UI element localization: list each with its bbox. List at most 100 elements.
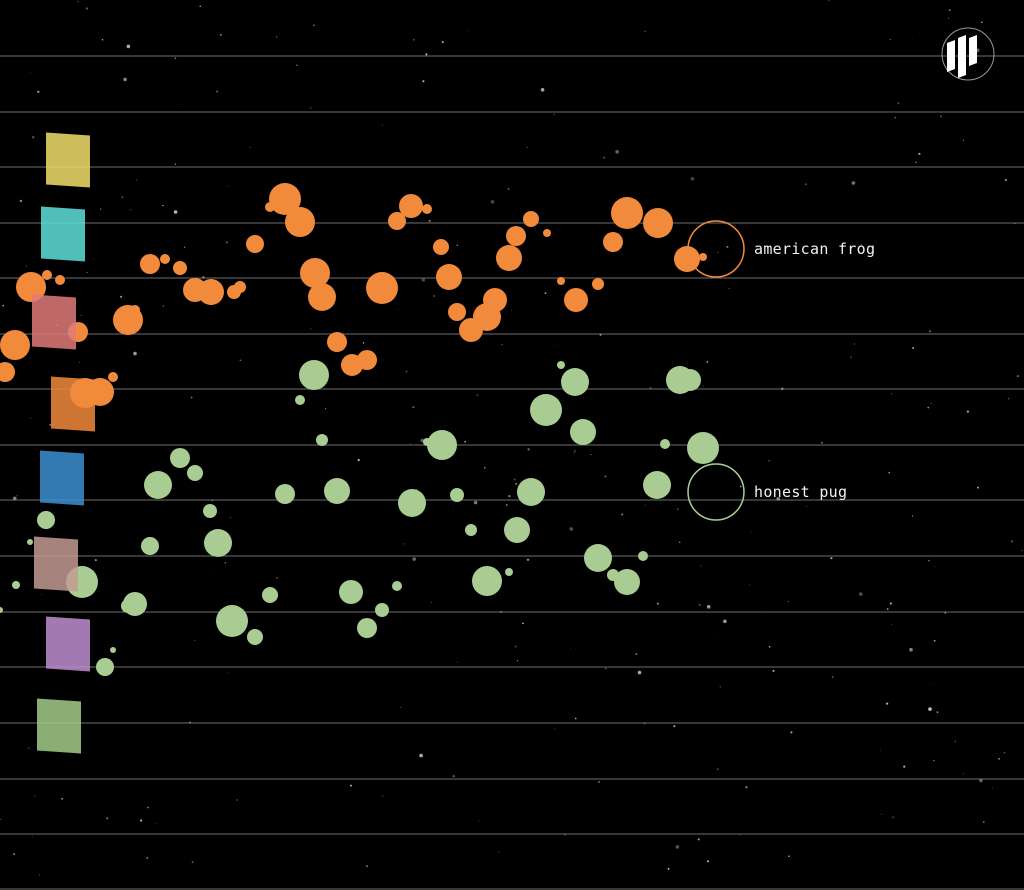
point-american-frog[interactable]: [483, 288, 507, 312]
point-american-frog[interactable]: [269, 183, 301, 215]
point-american-frog[interactable]: [388, 212, 406, 230]
point-american-frog[interactable]: [699, 253, 707, 261]
ring-honest-pug[interactable]: [687, 463, 745, 521]
point-honest-pug[interactable]: [530, 394, 562, 426]
point-honest-pug[interactable]: [517, 478, 545, 506]
point-honest-pug[interactable]: [316, 434, 328, 446]
point-honest-pug[interactable]: [423, 438, 431, 446]
point-american-frog[interactable]: [448, 303, 466, 321]
point-honest-pug[interactable]: [141, 537, 159, 555]
point-american-frog[interactable]: [357, 350, 377, 370]
point-american-frog[interactable]: [496, 245, 522, 271]
point-honest-pug[interactable]: [299, 360, 329, 390]
point-honest-pug[interactable]: [262, 587, 278, 603]
point-honest-pug[interactable]: [121, 599, 135, 613]
legend-swatch[interactable]: [46, 132, 90, 188]
point-american-frog[interactable]: [0, 362, 15, 382]
point-honest-pug[interactable]: [660, 439, 670, 449]
point-american-frog[interactable]: [300, 258, 330, 288]
point-american-frog[interactable]: [234, 281, 246, 293]
point-american-frog[interactable]: [42, 270, 52, 280]
point-american-frog[interactable]: [198, 279, 224, 305]
point-honest-pug[interactable]: [465, 524, 477, 536]
point-honest-pug[interactable]: [204, 529, 232, 557]
point-american-frog[interactable]: [592, 278, 604, 290]
point-honest-pug[interactable]: [203, 504, 217, 518]
point-american-frog[interactable]: [140, 254, 160, 274]
point-american-frog[interactable]: [506, 226, 526, 246]
point-american-frog[interactable]: [422, 204, 432, 214]
point-honest-pug[interactable]: [339, 580, 363, 604]
point-american-frog[interactable]: [265, 202, 275, 212]
legend-swatch[interactable]: [40, 450, 84, 506]
point-american-frog[interactable]: [246, 235, 264, 253]
legend-swatch[interactable]: [32, 294, 76, 350]
point-honest-pug[interactable]: [247, 629, 263, 645]
point-honest-pug[interactable]: [614, 569, 640, 595]
point-honest-pug[interactable]: [557, 361, 565, 369]
point-american-frog[interactable]: [433, 239, 449, 255]
point-honest-pug[interactable]: [643, 471, 671, 499]
bars-logo-icon[interactable]: [940, 27, 996, 81]
point-honest-pug[interactable]: [144, 471, 172, 499]
point-american-frog[interactable]: [611, 197, 643, 229]
point-american-frog[interactable]: [160, 254, 170, 264]
point-honest-pug[interactable]: [216, 605, 248, 637]
legend-swatch[interactable]: [46, 616, 90, 672]
point-american-frog[interactable]: [108, 372, 118, 382]
point-honest-pug[interactable]: [324, 478, 350, 504]
point-honest-pug[interactable]: [505, 568, 513, 576]
point-honest-pug[interactable]: [295, 395, 305, 405]
point-american-frog[interactable]: [399, 194, 423, 218]
point-honest-pug[interactable]: [37, 511, 55, 529]
point-honest-pug[interactable]: [375, 603, 389, 617]
point-honest-pug[interactable]: [472, 566, 502, 596]
point-american-frog[interactable]: [327, 332, 347, 352]
point-american-frog[interactable]: [55, 275, 65, 285]
point-american-frog[interactable]: [603, 232, 623, 252]
group-label-american-frog[interactable]: american frog: [754, 240, 876, 258]
point-honest-pug[interactable]: [561, 368, 589, 396]
point-honest-pug[interactable]: [504, 517, 530, 543]
point-honest-pug[interactable]: [570, 419, 596, 445]
point-honest-pug[interactable]: [110, 647, 116, 653]
point-american-frog[interactable]: [173, 261, 187, 275]
legend-swatch[interactable]: [34, 536, 78, 592]
point-honest-pug[interactable]: [450, 488, 464, 502]
point-honest-pug[interactable]: [392, 581, 402, 591]
group-label-honest-pug[interactable]: honest pug: [754, 483, 848, 501]
point-american-frog[interactable]: [557, 277, 565, 285]
point-honest-pug[interactable]: [0, 607, 3, 613]
point-american-frog[interactable]: [308, 283, 336, 311]
point-american-frog[interactable]: [436, 264, 462, 290]
point-american-frog[interactable]: [285, 207, 315, 237]
star: [977, 486, 979, 489]
point-american-frog[interactable]: [543, 229, 551, 237]
point-honest-pug[interactable]: [427, 430, 457, 460]
point-american-frog[interactable]: [130, 305, 140, 315]
point-honest-pug[interactable]: [584, 544, 612, 572]
point-honest-pug[interactable]: [12, 581, 20, 589]
legend-swatch-face: [51, 376, 95, 432]
point-honest-pug[interactable]: [679, 369, 701, 391]
point-american-frog[interactable]: [366, 272, 398, 304]
point-honest-pug[interactable]: [27, 539, 33, 545]
legend-swatch[interactable]: [37, 698, 81, 754]
point-honest-pug[interactable]: [187, 465, 203, 481]
point-honest-pug[interactable]: [275, 484, 295, 504]
point-american-frog[interactable]: [0, 330, 30, 360]
point-american-frog[interactable]: [564, 288, 588, 312]
point-honest-pug[interactable]: [96, 658, 114, 676]
point-american-frog[interactable]: [523, 211, 539, 227]
ring-american-frog[interactable]: [687, 220, 745, 278]
point-honest-pug[interactable]: [398, 489, 426, 517]
legend-swatch[interactable]: [41, 206, 85, 262]
legend-swatch[interactable]: [51, 376, 95, 432]
point-honest-pug[interactable]: [638, 551, 648, 561]
point-honest-pug[interactable]: [357, 618, 377, 638]
star: [982, 821, 985, 823]
point-honest-pug[interactable]: [170, 448, 190, 468]
star: [136, 179, 138, 181]
point-honest-pug[interactable]: [687, 432, 719, 464]
point-american-frog[interactable]: [643, 208, 673, 238]
